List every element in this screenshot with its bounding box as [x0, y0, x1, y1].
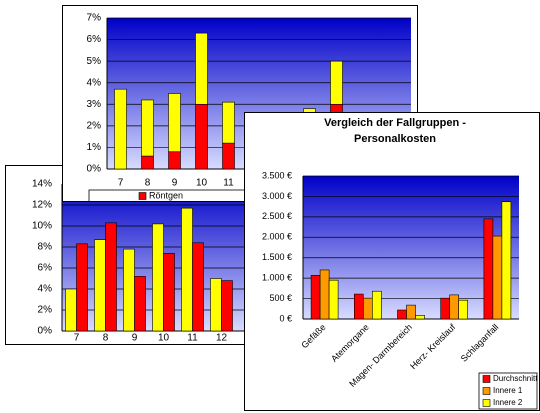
bar [65, 288, 77, 332]
chart: 0 € 500 € 1.000 € 1.500 € 2.000 € 2.500 € 3.00… [262, 170, 538, 410]
y-tick-label: 3% [87, 99, 102, 110]
bar-segment [222, 101, 235, 144]
y-tick-label: 0% [87, 164, 102, 175]
bar-segment [141, 99, 154, 157]
bar [134, 276, 146, 332]
y-tick-label: 1% [87, 142, 102, 153]
y-tick-label: 4% [38, 284, 53, 295]
x-tick-label: 10 [196, 178, 208, 189]
bar [458, 299, 468, 320]
y-tick-label: 3.500 € [262, 170, 292, 180]
bar [501, 201, 512, 320]
y-tick-label: 4% [87, 77, 102, 88]
chart: 0% 2% 4% 6% 8% 10% 12% 14% 7 8 9 10 11 12 [32, 179, 276, 344]
bar [354, 293, 364, 320]
y-tick-label: 2% [38, 305, 53, 316]
bar [363, 297, 373, 320]
bar-segment [222, 142, 235, 170]
y-tick-label: 14% [32, 179, 52, 190]
legend-swatch [138, 192, 147, 200]
bar [406, 304, 416, 320]
x-tick-label: 12 [216, 333, 228, 344]
x-tick-label: Herz- Kreislauf [408, 322, 458, 372]
legend-label: Röntgen [149, 190, 183, 200]
bar [449, 294, 459, 320]
y-tick-label: 8% [38, 242, 53, 253]
x-tick-label: 7 [118, 178, 124, 189]
x-tick-label: Atemorgane [329, 322, 371, 364]
bar [440, 297, 450, 320]
bar [94, 239, 106, 332]
y-tick-label: 2.500 € [262, 211, 292, 221]
y-tick-label: 2% [87, 120, 102, 131]
y-tick-label: 500 € [269, 293, 292, 303]
bar-segment [195, 32, 208, 105]
bar [415, 315, 425, 320]
bar [492, 235, 503, 320]
bar [319, 269, 330, 320]
chart-title: Vergleich der Fallgruppen - Personalkost… [324, 117, 466, 145]
bar [163, 253, 175, 332]
x-tick-label: 9 [132, 333, 138, 344]
legend-swatch [482, 375, 491, 383]
x-tick-label: 8 [145, 178, 151, 189]
y-tick-label: 10% [32, 221, 52, 232]
bar [328, 279, 339, 320]
x-tick-label: 8 [103, 333, 109, 344]
y-tick-label: 1.000 € [262, 273, 292, 283]
bar-segment [330, 60, 343, 105]
bar [221, 280, 233, 332]
bar [483, 218, 494, 320]
x-tick-label: 11 [223, 178, 234, 189]
y-tick-label: 1.500 € [262, 252, 292, 262]
legend-label: Durchschnitt [493, 374, 538, 383]
chart-window: 0 € 500 € 1.000 € 1.500 € 2.000 € 2.500 € 3.00… [244, 112, 540, 411]
legend-swatch [482, 399, 491, 407]
bar [397, 309, 407, 320]
y-tick-label: 0 € [279, 313, 292, 323]
x-tick-label: 11 [187, 333, 198, 344]
bar [372, 290, 382, 320]
bar [181, 207, 193, 332]
bar [310, 274, 321, 320]
bar-segment [195, 103, 208, 170]
legend-label: Innere 2 [493, 398, 523, 407]
x-tick-label: 9 [172, 178, 178, 189]
bar [210, 278, 222, 332]
bar [152, 223, 164, 332]
plot-area [303, 176, 519, 319]
y-tick-label: 3.000 € [262, 191, 292, 201]
bar [192, 242, 204, 332]
legend-swatch [482, 387, 491, 395]
x-tick-label: 7 [74, 333, 80, 344]
y-tick-label: 2.000 € [262, 232, 292, 242]
bar [123, 248, 135, 332]
x-tick-label: Schlaganfall [459, 322, 501, 364]
y-tick-label: 7% [87, 13, 102, 24]
y-tick-label: 6% [38, 263, 53, 274]
y-tick-label: 0% [38, 326, 53, 337]
bar-segment [141, 155, 154, 170]
bar [105, 222, 117, 332]
x-tick-label: Gefäße [299, 322, 327, 350]
bar-segment [168, 93, 181, 153]
y-tick-label: 6% [87, 34, 102, 45]
y-tick-label: 12% [32, 200, 52, 211]
legend-label: Innere 1 [493, 386, 523, 395]
bar-segment [114, 88, 127, 170]
y-tick-label: 5% [87, 56, 102, 67]
x-tick-label: 10 [158, 333, 170, 344]
bar [76, 243, 88, 332]
bar-segment [168, 151, 181, 170]
